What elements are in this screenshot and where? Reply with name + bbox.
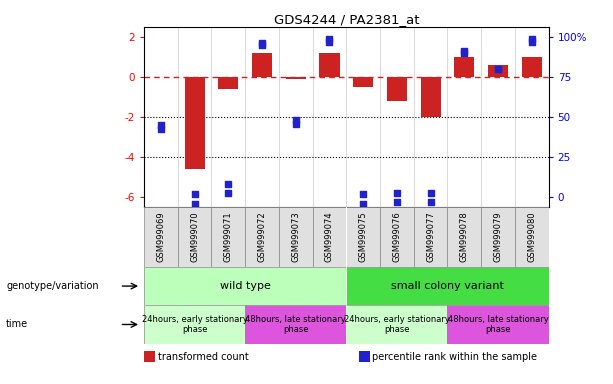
Point (257, 40, 267, 46)
Text: percentile rank within the sample: percentile rank within the sample (372, 352, 537, 362)
Text: GSM999074: GSM999074 (325, 212, 334, 262)
Point (359, 191, 368, 197)
Text: transformed count: transformed count (158, 352, 248, 362)
Text: GSM999072: GSM999072 (257, 212, 267, 262)
Bar (211, 207, 245, 267)
Bar (421, 77, 441, 117)
Text: 24hours, early stationary
phase: 24hours, early stationary phase (142, 315, 248, 334)
Text: GSM999078: GSM999078 (460, 212, 469, 263)
Bar (279, 207, 313, 267)
Point (426, 189, 436, 195)
Text: genotype/variation: genotype/variation (6, 281, 99, 291)
Point (190, 201, 200, 207)
Bar (346, 207, 380, 267)
Bar (218, 77, 238, 89)
Text: GSM999076: GSM999076 (392, 212, 402, 263)
Bar (346, 267, 549, 305)
Bar (245, 207, 279, 267)
Bar (346, 305, 447, 344)
Text: 48hours, late stationary
phase: 48hours, late stationary phase (245, 315, 346, 334)
Bar (447, 305, 549, 344)
Bar (178, 207, 211, 267)
Text: 24hours, early stationary
phase: 24hours, early stationary phase (344, 315, 450, 334)
Bar (488, 65, 508, 77)
Bar (252, 53, 272, 77)
Text: GSM999071: GSM999071 (224, 212, 233, 262)
Point (527, 39, 537, 45)
Bar (346, 267, 347, 305)
Bar (454, 57, 474, 77)
Point (291, 121, 301, 127)
Point (156, 122, 166, 128)
Bar (522, 57, 542, 77)
Point (392, 189, 402, 195)
Bar (313, 207, 346, 267)
Point (190, 191, 200, 197)
Bar (387, 77, 407, 101)
Point (224, 190, 234, 197)
Bar (245, 305, 346, 344)
Point (392, 199, 402, 205)
Point (426, 199, 436, 205)
Bar (380, 207, 414, 267)
Text: GSM999073: GSM999073 (291, 212, 300, 263)
Point (224, 181, 234, 187)
Title: GDS4244 / PA2381_at: GDS4244 / PA2381_at (273, 13, 419, 26)
Point (156, 126, 166, 132)
Point (493, 66, 503, 72)
Text: GSM999077: GSM999077 (426, 212, 435, 263)
Point (325, 39, 335, 45)
Bar (515, 207, 549, 267)
Text: 48hours, late stationary
phase: 48hours, late stationary phase (447, 315, 549, 334)
Text: GSM999080: GSM999080 (527, 212, 536, 262)
Point (460, 48, 470, 55)
Bar (144, 207, 178, 267)
Point (325, 36, 335, 42)
Bar (353, 77, 373, 87)
Bar (414, 207, 447, 267)
Text: GSM999069: GSM999069 (156, 212, 166, 262)
Bar (319, 53, 340, 77)
Point (527, 36, 537, 42)
Bar (144, 267, 346, 305)
Bar (286, 77, 306, 79)
Text: GSM999075: GSM999075 (359, 212, 368, 262)
Text: time: time (6, 319, 28, 329)
Bar (447, 207, 481, 267)
Bar (346, 305, 347, 344)
Bar (185, 77, 205, 169)
Point (359, 201, 368, 207)
Text: small colony variant: small colony variant (391, 281, 504, 291)
Bar (346, 207, 347, 267)
Text: GSM999070: GSM999070 (190, 212, 199, 262)
Bar (481, 207, 515, 267)
Point (257, 42, 267, 48)
Point (493, 66, 503, 72)
Text: GSM999079: GSM999079 (493, 212, 503, 262)
Point (460, 50, 470, 56)
Bar (144, 305, 245, 344)
Point (291, 117, 301, 123)
Text: wild type: wild type (220, 281, 270, 291)
